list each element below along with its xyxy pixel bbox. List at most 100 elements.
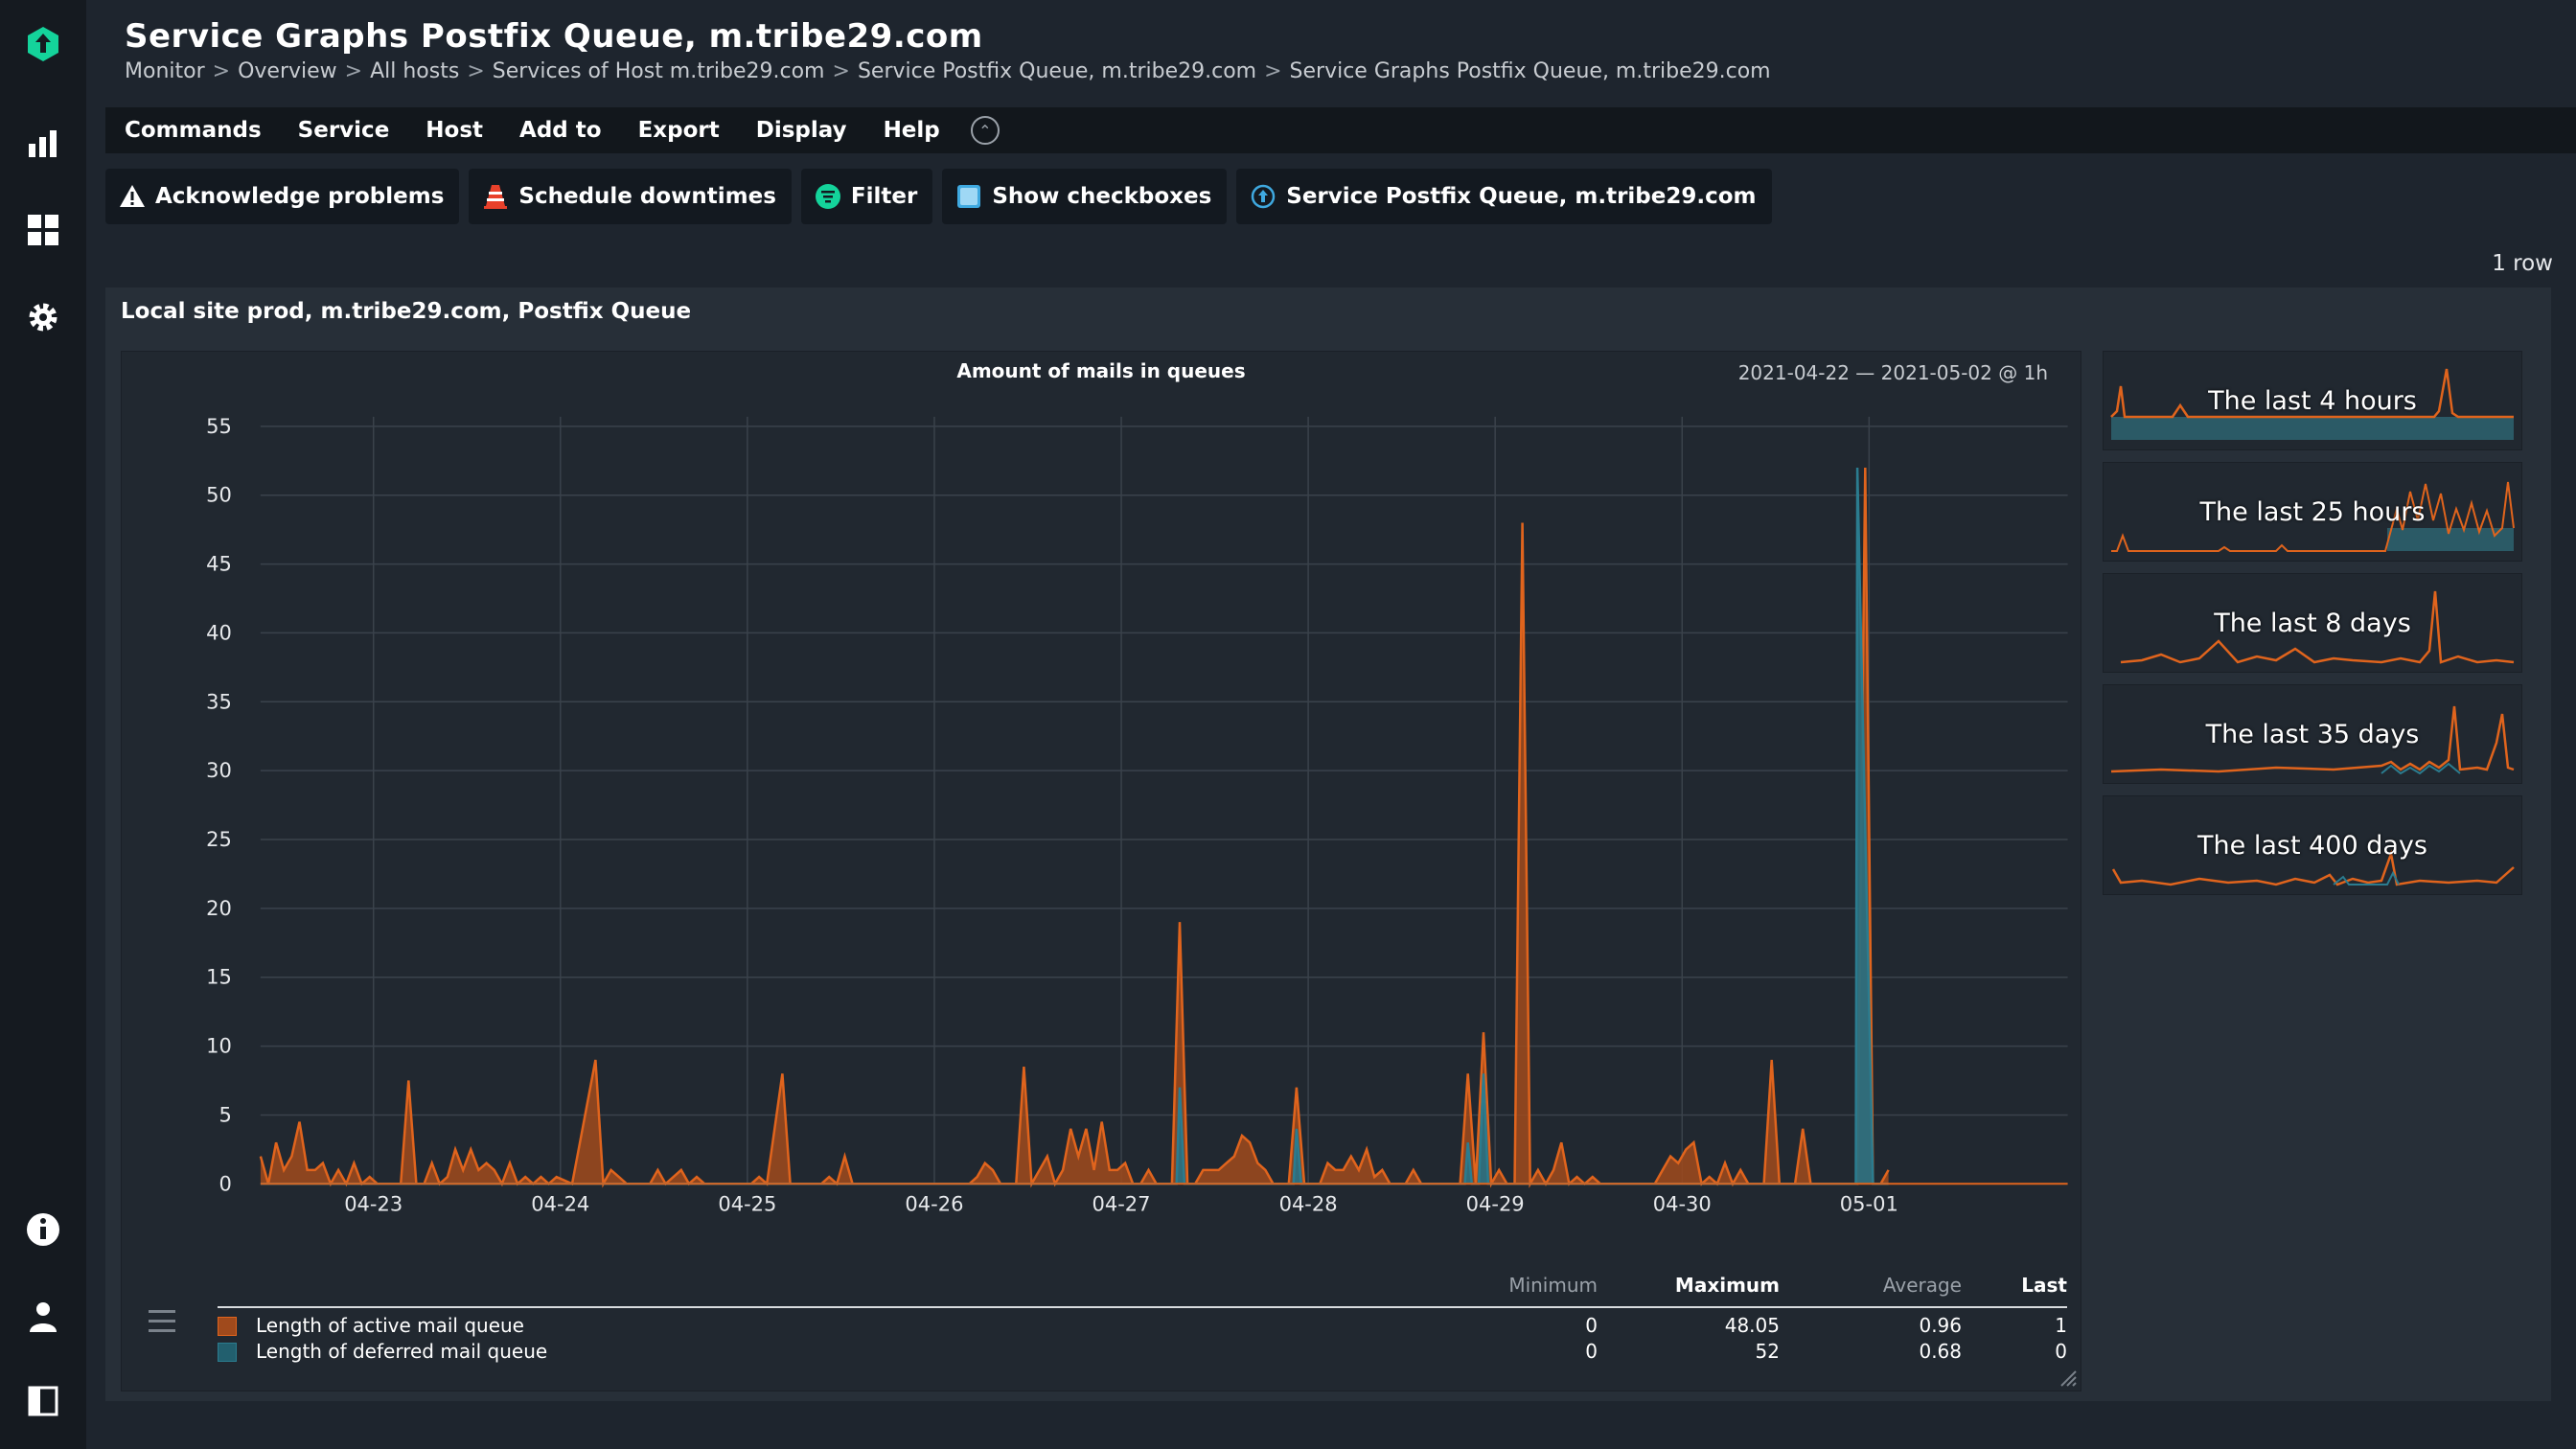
traffic-cone-icon (482, 183, 509, 210)
x-tick-label: 04-27 (1092, 1192, 1151, 1215)
y-tick-label: 50 (206, 484, 232, 507)
user-icon[interactable] (20, 1294, 66, 1340)
acknowledge-problems-label: Acknowledge problems (155, 184, 445, 209)
graph-menu-icon[interactable] (149, 1310, 175, 1339)
x-tick-label: 04-30 (1653, 1192, 1712, 1215)
thumb-label: The last 400 days (2197, 831, 2427, 861)
breadcrumb-service[interactable]: Service Postfix Queue, m.tribe29.com (857, 59, 1257, 83)
menu-add-to[interactable]: Add to (519, 118, 602, 143)
breadcrumb-separator: > (1264, 59, 1282, 83)
thumb-last-400-days[interactable]: The last 400 days (2103, 795, 2522, 895)
checkmk-logo-icon (28, 27, 58, 61)
resize-handle-icon[interactable] (2058, 1368, 2077, 1387)
thumb-graph-4h (2110, 368, 2514, 440)
schedule-downtimes-label: Schedule downtimes (518, 184, 776, 209)
legend-header-max: Maximum (1674, 1274, 1780, 1297)
thumb-last-35-days[interactable]: The last 35 days (2103, 684, 2522, 784)
x-tick-label: 04-25 (718, 1192, 776, 1215)
menu-export[interactable]: Export (637, 118, 720, 143)
menu-display[interactable]: Display (755, 118, 847, 143)
series-area-active (260, 468, 1889, 1184)
legend-min-deferred: 0 (1585, 1340, 1598, 1363)
customize-icon[interactable] (20, 207, 66, 253)
page-menu-bar: Commands Service Host Add to Export Disp… (105, 107, 2576, 153)
y-tick-label: 30 (206, 759, 232, 782)
graph-plot[interactable]: 0 5 10 15 20 25 30 35 40 45 50 55 04-23 04-24 04-25 04-… (122, 352, 2081, 1272)
series-line-deferred (260, 467, 1889, 1185)
breadcrumb-overview[interactable]: Overview (238, 59, 337, 83)
panel-title: Local site prod, m.tribe29.com, Postfix … (121, 299, 692, 324)
breadcrumb-host-services[interactable]: Services of Host m.tribe29.com (492, 59, 825, 83)
monitor-icon[interactable] (20, 121, 66, 167)
help-info-icon[interactable] (20, 1207, 66, 1253)
legend-divider (218, 1306, 2067, 1308)
menu-host[interactable]: Host (426, 118, 484, 143)
legend-swatch-active (218, 1317, 237, 1336)
warning-icon (119, 183, 146, 210)
sidebar (0, 0, 86, 1449)
main-graph[interactable]: Amount of mails in queues 2021-04-22 — 2… (121, 351, 2082, 1392)
breadcrumb-separator: > (344, 59, 363, 83)
show-checkboxes-button[interactable]: Show checkboxes (942, 169, 1228, 224)
x-tick-label: 05-01 (1840, 1192, 1898, 1215)
legend-row-active: Length of active mail queue 0 48.05 0.96… (218, 1314, 2067, 1339)
service-link-button[interactable]: Service Postfix Queue, m.tribe29.com (1236, 169, 1772, 224)
row-count: 1 row (2492, 251, 2553, 276)
breadcrumb: Monitor > Overview > All hosts > Services of H… (125, 59, 1771, 83)
y-tick-label: 40 (206, 621, 232, 644)
graph-time-range: 2021-04-22 — 2021-05-02 @ 1h (1737, 361, 2048, 384)
x-tick-label: 04-23 (344, 1192, 402, 1215)
thumb-label: The last 4 hours (2208, 386, 2417, 416)
legend-header-min: Minimum (1508, 1274, 1598, 1297)
legend-swatch-deferred (218, 1343, 237, 1362)
legend-header-last: Last (2021, 1274, 2067, 1297)
y-tick-label: 55 (206, 415, 232, 438)
y-tick-label: 5 (218, 1103, 231, 1126)
thumb-last-8-days[interactable]: The last 8 days (2103, 573, 2522, 673)
legend-name-active: Length of active mail queue (256, 1314, 524, 1337)
shortcut-actions: Acknowledge problems Schedule downtimes … (105, 169, 1782, 224)
checkmk-logo[interactable] (20, 21, 66, 67)
breadcrumb-all-hosts[interactable]: All hosts (370, 59, 460, 83)
filter-label: Filter (850, 184, 918, 209)
filter-button[interactable]: Filter (800, 169, 933, 224)
x-tick-label: 04-26 (905, 1192, 963, 1215)
series-area-deferred (260, 468, 1889, 1184)
graph-title: Amount of mails in queues (956, 359, 1246, 382)
service-link-label: Service Postfix Queue, m.tribe29.com (1286, 184, 1757, 209)
page-title: Service Graphs Postfix Queue, m.tribe29.… (125, 17, 983, 56)
thumb-last-4-hours[interactable]: The last 4 hours (2103, 351, 2522, 450)
thumb-graph-400d (2111, 849, 2515, 886)
y-tick-label: 15 (206, 966, 232, 989)
y-tick-label: 10 (206, 1035, 232, 1058)
breadcrumb-monitor[interactable]: Monitor (125, 59, 205, 83)
thumb-last-25-hours[interactable]: The last 25 hours (2103, 462, 2522, 562)
collapse-menu-icon[interactable]: ⌃ (970, 116, 1000, 145)
menu-help[interactable]: Help (883, 118, 940, 143)
thumb-label: The last 35 days (2205, 720, 2420, 749)
y-tick-label: 35 (206, 690, 232, 713)
thumb-label: The last 25 hours (2199, 497, 2426, 527)
menu-service[interactable]: Service (297, 118, 390, 143)
thumb-graph-35d (2110, 705, 2515, 775)
thumb-label: The last 8 days (2214, 609, 2411, 638)
x-tick-label: 04-29 (1466, 1192, 1525, 1215)
breadcrumb-current: Service Graphs Postfix Queue, m.tribe29.… (1289, 59, 1771, 83)
menu-commands[interactable]: Commands (125, 118, 262, 143)
arrow-up-circle-icon (1250, 183, 1276, 210)
sidebar-toggle-icon[interactable] (20, 1378, 66, 1424)
breadcrumb-separator: > (467, 59, 485, 83)
show-checkboxes-label: Show checkboxes (992, 184, 1212, 209)
breadcrumb-separator: > (212, 59, 231, 83)
legend-avg-active: 0.96 (1919, 1314, 1962, 1337)
setup-gear-icon[interactable] (20, 294, 66, 340)
legend-row-deferred: Length of deferred mail queue 0 52 0.68 … (218, 1340, 2067, 1365)
checkbox-icon (955, 183, 982, 210)
legend-last-active: 1 (2055, 1314, 2067, 1337)
legend-min-active: 0 (1585, 1314, 1598, 1337)
schedule-downtimes-button[interactable]: Schedule downtimes (469, 169, 792, 224)
x-tick-label: 04-28 (1279, 1192, 1338, 1215)
y-tick-label: 20 (206, 897, 232, 920)
acknowledge-problems-button[interactable]: Acknowledge problems (105, 169, 460, 224)
breadcrumb-separator: > (832, 59, 850, 83)
